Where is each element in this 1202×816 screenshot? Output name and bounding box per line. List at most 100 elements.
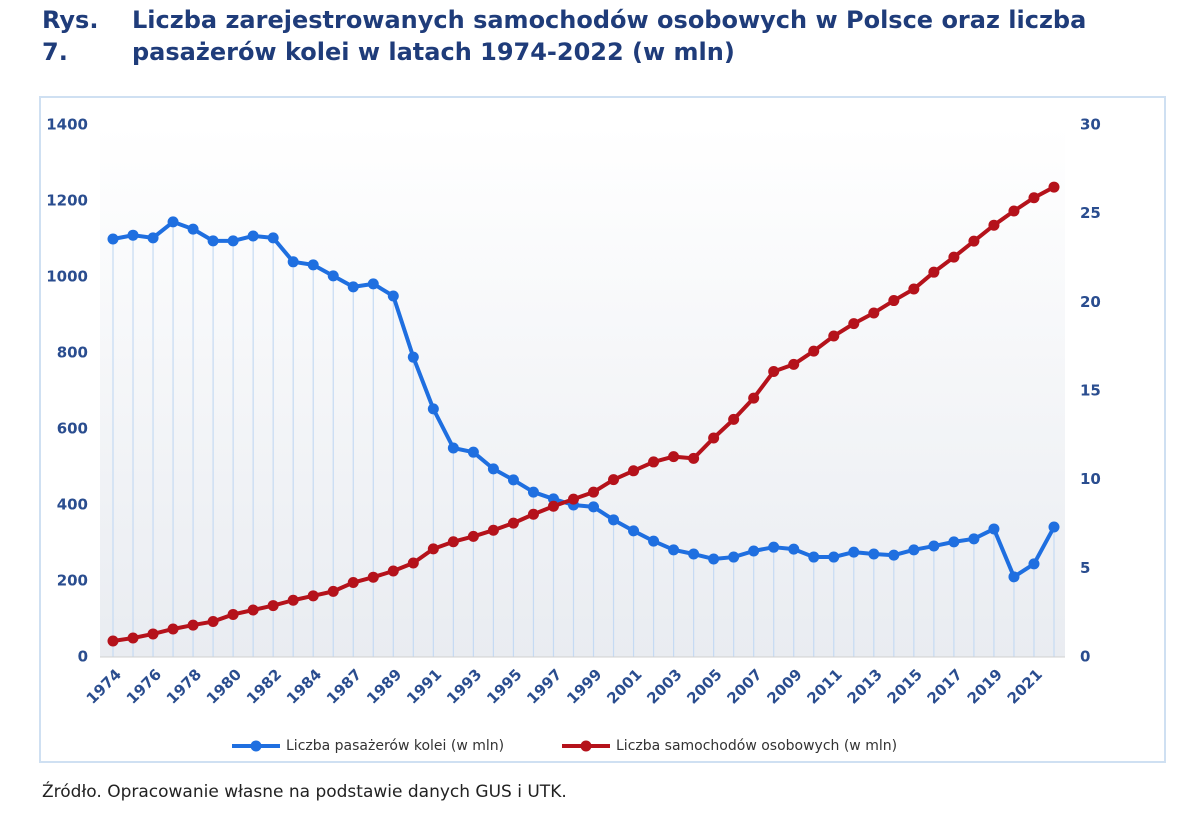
point	[888, 549, 900, 561]
point	[287, 256, 299, 268]
point	[367, 571, 379, 583]
point	[828, 330, 840, 342]
point	[487, 463, 499, 475]
y-tick-label: 1000	[46, 268, 88, 286]
point	[708, 432, 720, 444]
point	[527, 486, 539, 498]
point	[688, 452, 700, 464]
point	[788, 358, 800, 370]
point	[828, 551, 840, 563]
point	[187, 619, 199, 631]
point	[688, 548, 700, 560]
point	[1008, 571, 1020, 583]
point	[507, 474, 519, 486]
point	[908, 283, 920, 295]
point	[127, 632, 139, 644]
point	[628, 525, 640, 537]
point	[868, 307, 880, 319]
point	[748, 545, 760, 557]
title-block: Rys. 7. Liczba zarejestrowanych samochod…	[42, 4, 1162, 68]
point	[487, 524, 499, 536]
point	[447, 442, 459, 454]
point	[167, 623, 179, 635]
y-tick-label: 800	[57, 344, 88, 362]
point	[267, 600, 279, 612]
point	[407, 351, 419, 363]
point	[567, 493, 579, 505]
source-note: Źródło. Opracowanie własne na podstawie …	[42, 782, 567, 802]
point	[467, 446, 479, 458]
y-tick-label: 1400	[46, 116, 88, 134]
point	[948, 251, 960, 263]
y2-tick-label: 10	[1080, 470, 1101, 488]
y2-tick-label: 20	[1080, 293, 1101, 311]
point	[467, 530, 479, 542]
point	[207, 616, 219, 628]
point	[367, 278, 379, 290]
point	[167, 216, 179, 228]
y2-tick-label: 15	[1080, 382, 1101, 400]
legend-label: Liczba pasażerów kolei (w mln)	[286, 738, 504, 754]
point	[708, 553, 720, 565]
point	[107, 635, 119, 647]
point	[728, 551, 740, 563]
point	[327, 585, 339, 597]
point	[588, 501, 600, 513]
point	[748, 392, 760, 404]
point	[908, 544, 920, 556]
point	[147, 232, 159, 244]
point	[1008, 205, 1020, 217]
point	[547, 500, 559, 512]
point	[648, 535, 660, 547]
y-tick-label: 600	[57, 420, 88, 438]
point	[608, 514, 620, 526]
point	[387, 565, 399, 577]
point	[728, 413, 740, 425]
point	[227, 608, 239, 620]
point	[968, 235, 980, 247]
point	[227, 235, 239, 247]
point	[187, 223, 199, 235]
point	[247, 230, 259, 242]
point	[127, 229, 139, 241]
point	[427, 543, 439, 555]
point	[808, 345, 820, 357]
point	[427, 403, 439, 415]
point	[267, 232, 279, 244]
point	[848, 318, 860, 330]
legend-swatch-dot	[250, 740, 262, 752]
point	[1048, 181, 1060, 193]
point	[307, 590, 319, 602]
y2-tick-label: 30	[1080, 116, 1101, 134]
point	[327, 270, 339, 282]
point	[988, 219, 1000, 231]
point	[888, 295, 900, 307]
point	[1028, 192, 1040, 204]
point	[588, 486, 600, 498]
y2-tick-label: 0	[1080, 648, 1090, 666]
point	[628, 465, 640, 477]
point	[527, 508, 539, 520]
point	[287, 594, 299, 606]
point	[407, 557, 419, 569]
legend-label: Liczba samochodów osobowych (w mln)	[616, 738, 897, 754]
point	[207, 235, 219, 247]
point	[507, 517, 519, 529]
point	[928, 540, 940, 552]
point	[347, 577, 359, 589]
point	[928, 266, 940, 278]
point	[988, 523, 1000, 535]
point	[447, 536, 459, 548]
point	[307, 259, 319, 271]
chart-title: Liczba zarejestrowanych samochodów osobo…	[132, 6, 1087, 66]
y2-tick-label: 25	[1080, 204, 1101, 222]
point	[608, 474, 620, 486]
point	[387, 290, 399, 302]
point	[147, 628, 159, 640]
y-tick-label: 0	[78, 648, 88, 666]
point	[247, 604, 259, 616]
chart: 0200400600800100012001400051015202530197…	[39, 96, 1166, 763]
point	[107, 233, 119, 245]
point	[968, 533, 980, 545]
